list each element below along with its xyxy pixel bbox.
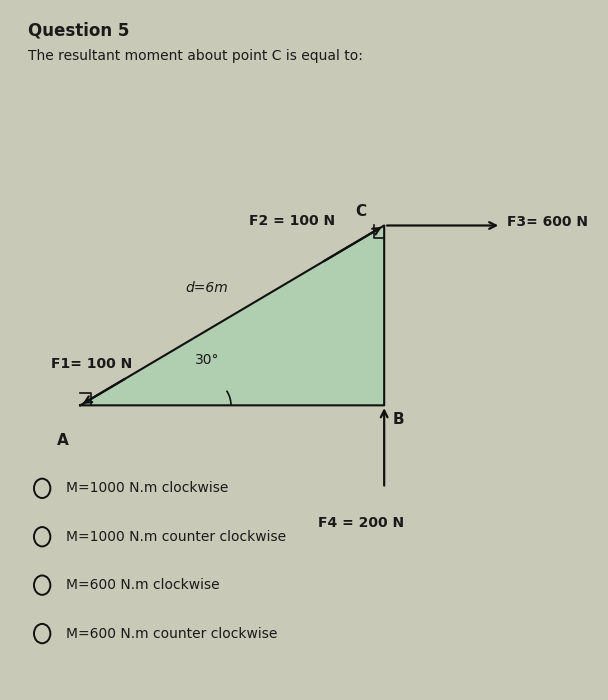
Text: d=6m: d=6m [185, 281, 228, 295]
Text: F1= 100 N: F1= 100 N [51, 357, 133, 371]
Text: F4 = 200 N: F4 = 200 N [318, 516, 404, 530]
Text: 30°: 30° [195, 354, 220, 368]
Text: F3= 600 N: F3= 600 N [507, 215, 588, 229]
Text: Question 5: Question 5 [27, 22, 129, 39]
Text: The resultant moment about point C is equal to:: The resultant moment about point C is eq… [27, 49, 362, 63]
Text: C: C [356, 204, 367, 218]
Text: M=600 N.m counter clockwise: M=600 N.m counter clockwise [66, 626, 277, 640]
Polygon shape [80, 225, 384, 405]
Text: B: B [393, 412, 404, 427]
Text: F2 = 100 N: F2 = 100 N [249, 214, 335, 228]
Text: M=1000 N.m counter clockwise: M=1000 N.m counter clockwise [66, 530, 286, 544]
Text: M=1000 N.m clockwise: M=1000 N.m clockwise [66, 482, 228, 496]
Text: A: A [57, 433, 69, 448]
Text: M=600 N.m clockwise: M=600 N.m clockwise [66, 578, 219, 592]
